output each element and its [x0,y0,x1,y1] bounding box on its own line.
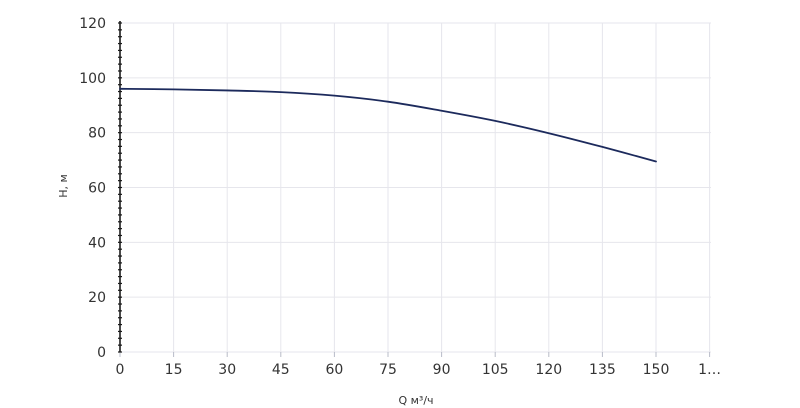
y-tick-label: 20 [88,290,106,306]
axes [118,21,711,357]
y-tick-label: 80 [88,126,106,142]
x-tick-label: 30 [218,362,236,378]
x-tick-label: 15 [165,362,183,378]
x-tick-label: 105 [482,362,509,378]
series-line-head [119,87,657,163]
y-tick-label: 40 [88,235,106,251]
x-axis-title: Q м³/ч [398,394,433,407]
y-tick-label: 100 [79,71,106,87]
x-tick-label: 1… [698,362,721,378]
x-tick-label: 45 [272,362,290,378]
x-tick-label: 60 [325,362,343,378]
tick-labels: 0 20 40 60 80 100 120 0 15 30 45 60 75 90 105 120 135 150… [79,16,721,378]
x-tick-label: 90 [433,362,451,378]
series-layer [119,87,657,163]
y-tick-label: 60 [88,181,106,197]
grid [120,22,711,352]
y-tick-label: 0 [97,345,106,361]
x-tick-label: 75 [379,362,397,378]
y-axis-title: H, м [57,174,70,198]
x-tick-label: 150 [643,362,670,378]
y-tick-label: 120 [79,16,106,32]
x-tick-label: 120 [535,362,562,378]
x-tick-label: 0 [116,362,125,378]
x-tick-label: 135 [589,362,616,378]
